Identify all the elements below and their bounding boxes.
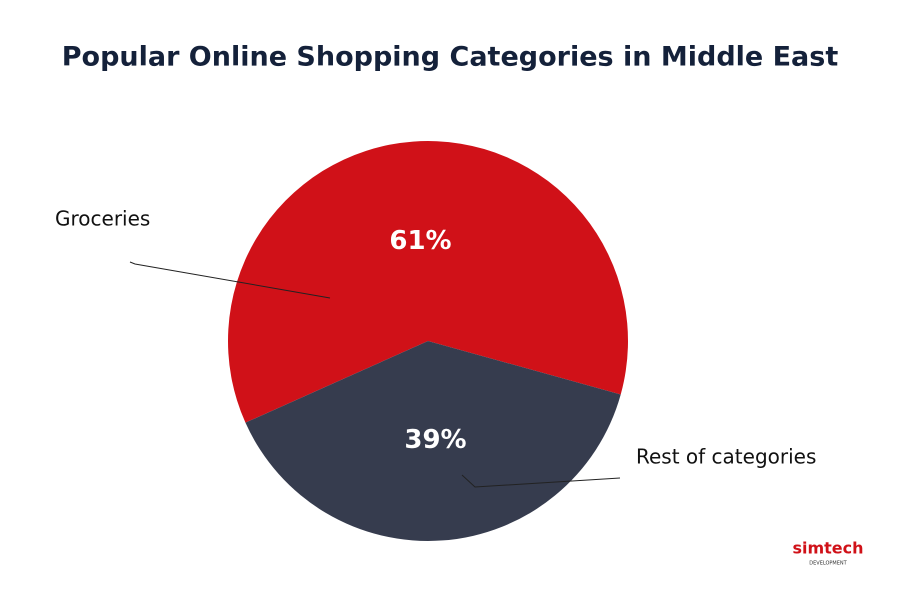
chart-title: Popular Online Shopping Categories in Mi… — [62, 42, 839, 73]
pie-slice — [245, 341, 621, 541]
data-label: 61% — [389, 226, 451, 256]
data-label: 39% — [404, 425, 466, 455]
leader-line — [461, 474, 621, 488]
pie — [227, 140, 628, 541]
logo-tagline: DEVELOPMENT — [809, 561, 847, 567]
legend-label: Rest of categories — [636, 445, 816, 469]
pie-slice — [227, 140, 628, 423]
logo-name: simtech — [792, 539, 863, 558]
legend-label: Groceries — [55, 207, 150, 231]
leader-line — [129, 261, 331, 299]
